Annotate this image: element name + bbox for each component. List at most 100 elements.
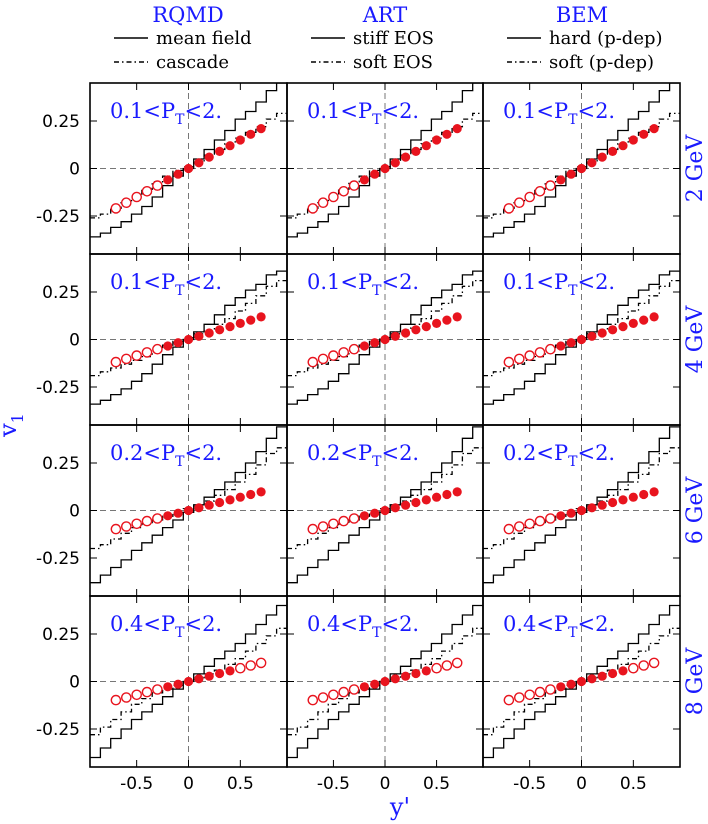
x-tick-label: 0 (576, 774, 587, 794)
data-point-open (110, 356, 122, 368)
pt-cut-subscript: T (568, 454, 578, 470)
pt-cut-tail: <2. (577, 99, 615, 123)
data-point-open (152, 513, 163, 524)
data-point-filled (370, 508, 380, 518)
pt-cut-subscript: T (175, 454, 185, 470)
data-point-filled (597, 500, 607, 510)
pt-cut-subscript: T (372, 283, 382, 299)
data-point-open (110, 203, 122, 214)
data-point-filled (370, 338, 380, 348)
data-point-filled (639, 489, 649, 500)
data-point-open (524, 191, 536, 203)
data-point-filled (608, 497, 618, 508)
data-point-filled (183, 334, 194, 345)
x-tick-label: 0 (183, 774, 194, 794)
data-point-filled (215, 146, 225, 156)
data-point-open (545, 180, 556, 191)
data-point-filled (194, 158, 204, 168)
row-energy-label: 8 GeV (683, 647, 708, 716)
y-tick-label: -0.25 (36, 549, 80, 569)
data-point-open (348, 684, 360, 695)
pt-cut-tail: <2. (381, 270, 419, 294)
data-point-filled (432, 492, 442, 502)
y-tick-label: 0.25 (42, 625, 80, 645)
pt-cut-subscript: T (175, 625, 185, 641)
data-point-filled (608, 668, 618, 679)
panel-r2-c0: 0.2<PT<2. 0.25 0 -0.25 (36, 424, 288, 597)
data-point-filled (442, 489, 452, 500)
pt-cut-subscript: T (568, 625, 578, 641)
data-point-filled (380, 676, 390, 687)
pt-cut-label: 0.4<PT<2. (110, 612, 222, 641)
y-axis-label-subscript: 1 (8, 413, 27, 423)
data-point-filled (173, 508, 183, 518)
data-point-filled (215, 325, 225, 335)
data-point-filled (587, 331, 597, 341)
y-tick-label: 0.25 (42, 283, 80, 303)
data-point-filled (649, 312, 659, 322)
data-point-open (131, 191, 142, 203)
data-point-filled (194, 674, 204, 684)
pt-cut-main: 0.1<P (110, 270, 175, 294)
panel-r1-c1: 0.1<PT<2. (286, 253, 484, 426)
data-point-filled (246, 489, 256, 500)
data-point-open (307, 356, 319, 368)
data-point-filled (204, 328, 214, 338)
panel-r2-c1: 0.2<PT<2. (286, 424, 484, 597)
data-point-filled (163, 682, 173, 692)
data-point-filled (649, 487, 659, 497)
data-point-filled (639, 315, 649, 325)
data-point-open (503, 694, 515, 706)
data-point-filled (235, 492, 245, 502)
data-point-filled (452, 312, 462, 322)
data-point-filled (163, 511, 173, 521)
x-axis-label: y' (389, 793, 410, 821)
data-point-filled (628, 318, 638, 328)
legend-label: soft EOS (353, 52, 433, 73)
data-point-open (234, 662, 246, 674)
data-point-open (141, 185, 153, 197)
legend-label: soft (p-dep) (549, 52, 654, 73)
data-point-open (338, 185, 350, 197)
data-point-open (141, 686, 153, 698)
x-tick-label: 0.5 (620, 774, 647, 794)
y-tick-label: 0.25 (42, 454, 80, 474)
data-point-filled (173, 679, 183, 689)
data-point-open (110, 523, 122, 535)
data-point-filled (597, 328, 607, 338)
pt-cut-subscript: T (372, 625, 382, 641)
data-point-filled (246, 315, 256, 325)
row-energy-label: 6 GeV (683, 476, 708, 545)
data-point-filled (566, 169, 576, 179)
data-point-open (514, 197, 525, 208)
data-point-filled (576, 505, 587, 516)
data-point-filled (359, 341, 369, 351)
data-point-open (348, 513, 360, 524)
data-point-open (307, 523, 319, 535)
data-point-filled (215, 668, 225, 679)
data-point-filled (173, 338, 183, 348)
pt-cut-tail: <2. (184, 612, 222, 636)
data-point-filled (401, 152, 411, 162)
panel-r0-c2: 0.1<PT<2. (482, 82, 681, 255)
pt-cut-label: 0.2<PT<2. (307, 441, 419, 470)
data-point-filled (370, 679, 380, 689)
data-point-filled (432, 318, 442, 328)
data-point-open (110, 694, 122, 706)
pt-cut-label: 0.1<PT<2. (503, 270, 615, 299)
y-axis-label-main: v (0, 423, 22, 438)
pt-cut-main: 0.2<P (110, 441, 175, 465)
x-tick-label: -0.5 (513, 774, 546, 794)
data-point-filled (390, 503, 400, 513)
data-point-filled (359, 175, 369, 185)
data-point-open (545, 684, 556, 695)
pt-cut-tail: <2. (184, 99, 222, 123)
panel-r3-c0: 0.4<PT<2. 0.25 0 -0.25 -0.5 0 0.5 (36, 595, 288, 794)
x-tick-label: 0 (380, 774, 391, 794)
data-point-filled (204, 671, 214, 681)
data-point-open (338, 686, 350, 698)
panel-frame (482, 595, 681, 768)
